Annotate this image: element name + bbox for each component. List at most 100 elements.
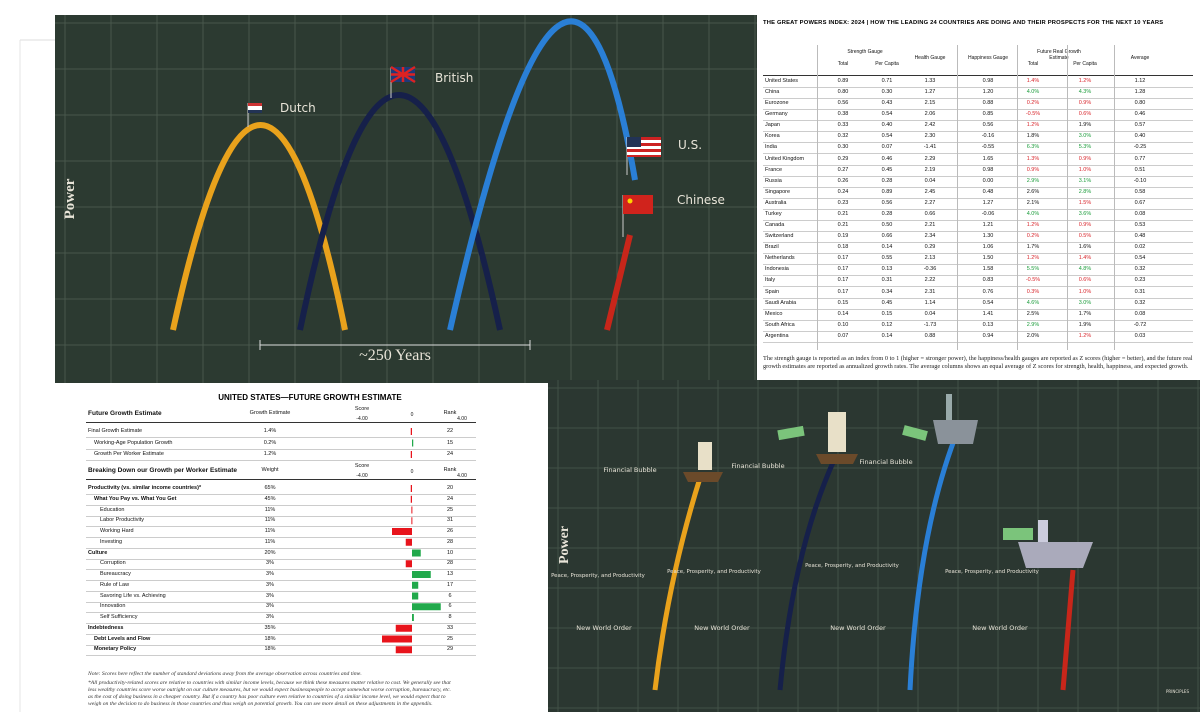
table-cell: 0.76 [982, 288, 994, 295]
column-header: Average [1130, 55, 1150, 61]
score-bar [410, 495, 412, 503]
country-name: Japan [765, 122, 780, 129]
rule [763, 75, 1193, 76]
table-cell: 0.46 [881, 155, 893, 162]
table-cell: 1.9% [1078, 321, 1092, 328]
table-cell: 0.31 [881, 277, 893, 284]
row-rank: 33 [446, 624, 454, 631]
table-cell: 3.0% [1078, 299, 1092, 306]
table-cell: 2.19 [924, 166, 936, 173]
row-rule [763, 319, 1193, 321]
column-subheader: Per Capita [1073, 61, 1097, 67]
table-cell: 0.2% [1026, 233, 1040, 240]
row-label: What You Pay vs. What You Get [94, 495, 177, 502]
row-rank: 8 [448, 614, 452, 620]
row-rule [763, 120, 1193, 122]
row-rule [763, 231, 1193, 233]
score-bar [392, 528, 412, 535]
bubble-label: Financial Bubble [603, 466, 656, 474]
table-cell: 1.0% [1078, 166, 1092, 173]
row-rule [86, 494, 476, 495]
table-cell: 0.56 [881, 199, 893, 206]
header: Growth Estimate [249, 410, 291, 416]
table-cell: -0.72 [1133, 321, 1147, 328]
row-rank: 10 [446, 549, 454, 556]
country-name: Canada [765, 222, 785, 229]
table-cell: 4.0% [1026, 210, 1040, 217]
note: Note: Scores here reflect the number of … [88, 671, 362, 677]
table-cell: 1.27 [982, 199, 994, 206]
table-cell: 0.24 [837, 188, 849, 195]
row-rule [86, 504, 476, 506]
table-cell: -1.73 [923, 321, 937, 328]
bubble-label: Financial Bubble [859, 458, 912, 466]
table-cell: 4.0% [1026, 89, 1040, 96]
row-rule [763, 164, 1193, 166]
row-value: 1.4% [263, 428, 277, 434]
row-rule [86, 601, 476, 603]
table-cell: 2.27 [924, 199, 936, 206]
table-cell: 0.15 [881, 310, 893, 317]
row-rule [763, 153, 1193, 155]
column-subheader: Total [837, 61, 849, 67]
table-cell: -1.41 [923, 144, 937, 151]
score-bar [412, 614, 414, 621]
row-rule [763, 286, 1193, 288]
table-cell: 0.32 [837, 133, 849, 140]
row-rule [86, 547, 476, 549]
col-rule [1067, 45, 1068, 350]
column-header: Future Real Growth Estimate [1037, 49, 1081, 61]
score-bar [410, 485, 412, 492]
table-cell: 0.04 [924, 310, 936, 317]
table-cell: 0.31 [1134, 288, 1146, 295]
table-cell: 5.5% [1026, 266, 1040, 273]
score-bar [411, 517, 413, 525]
table-cell: 2.21 [924, 222, 936, 229]
row-rule [763, 242, 1193, 244]
table-cell: 0.17 [837, 255, 849, 262]
row-label: Corruption [100, 560, 126, 567]
row-rule [763, 197, 1193, 199]
table-cell: 0.27 [837, 166, 849, 173]
table-cell: 0.07 [837, 332, 849, 339]
table-cell: 0.04 [924, 177, 936, 184]
col-rule [1017, 45, 1018, 350]
row-rule [763, 330, 1193, 332]
row-label: Investing [100, 538, 123, 545]
table-cell: 1.4% [1026, 78, 1040, 84]
row-rank: 26 [446, 528, 454, 534]
us-arc [447, 18, 638, 331]
row-label: Working Hard [100, 528, 134, 534]
table-cell: 0.5% [1078, 233, 1092, 240]
row-value: 0.2% [263, 439, 277, 446]
table-cell: 0.88 [982, 100, 994, 107]
country-name: Argentina [765, 332, 789, 339]
table-cell: 0.32 [1134, 266, 1146, 273]
country-name: India [765, 144, 777, 151]
rule [86, 479, 476, 480]
column-subheader: Per Capita [875, 61, 899, 67]
table-cell: 0.54 [881, 133, 893, 140]
table-cell: 1.28 [1134, 89, 1146, 96]
row-rank: 25 [446, 635, 454, 642]
header: Future Growth Estimate [88, 410, 162, 417]
col-rule [1114, 45, 1115, 350]
score-bar [412, 603, 441, 611]
table-cell: 0.77 [1134, 155, 1146, 162]
ships [683, 394, 1093, 568]
table-cell: 4.6% [1026, 299, 1040, 306]
label: British [435, 71, 473, 85]
table-cell: 0.48 [1134, 233, 1146, 240]
table-cell: 2.45 [924, 188, 936, 195]
table-cell: 0.03 [1134, 332, 1146, 339]
row-rule [86, 437, 476, 438]
table-cell: 0.08 [1134, 310, 1146, 317]
table-cell: 0.48 [982, 188, 994, 195]
table-cell: 1.20 [982, 89, 994, 96]
row-label: Working-Age Population Growth [94, 439, 173, 446]
table-cell: 0.29 [924, 244, 936, 251]
score-bars [382, 428, 441, 654]
column-header: Happiness Gauge [967, 55, 1009, 61]
row-label: Productivity (vs. similar income countri… [88, 485, 202, 491]
row-value: 3% [266, 571, 274, 577]
